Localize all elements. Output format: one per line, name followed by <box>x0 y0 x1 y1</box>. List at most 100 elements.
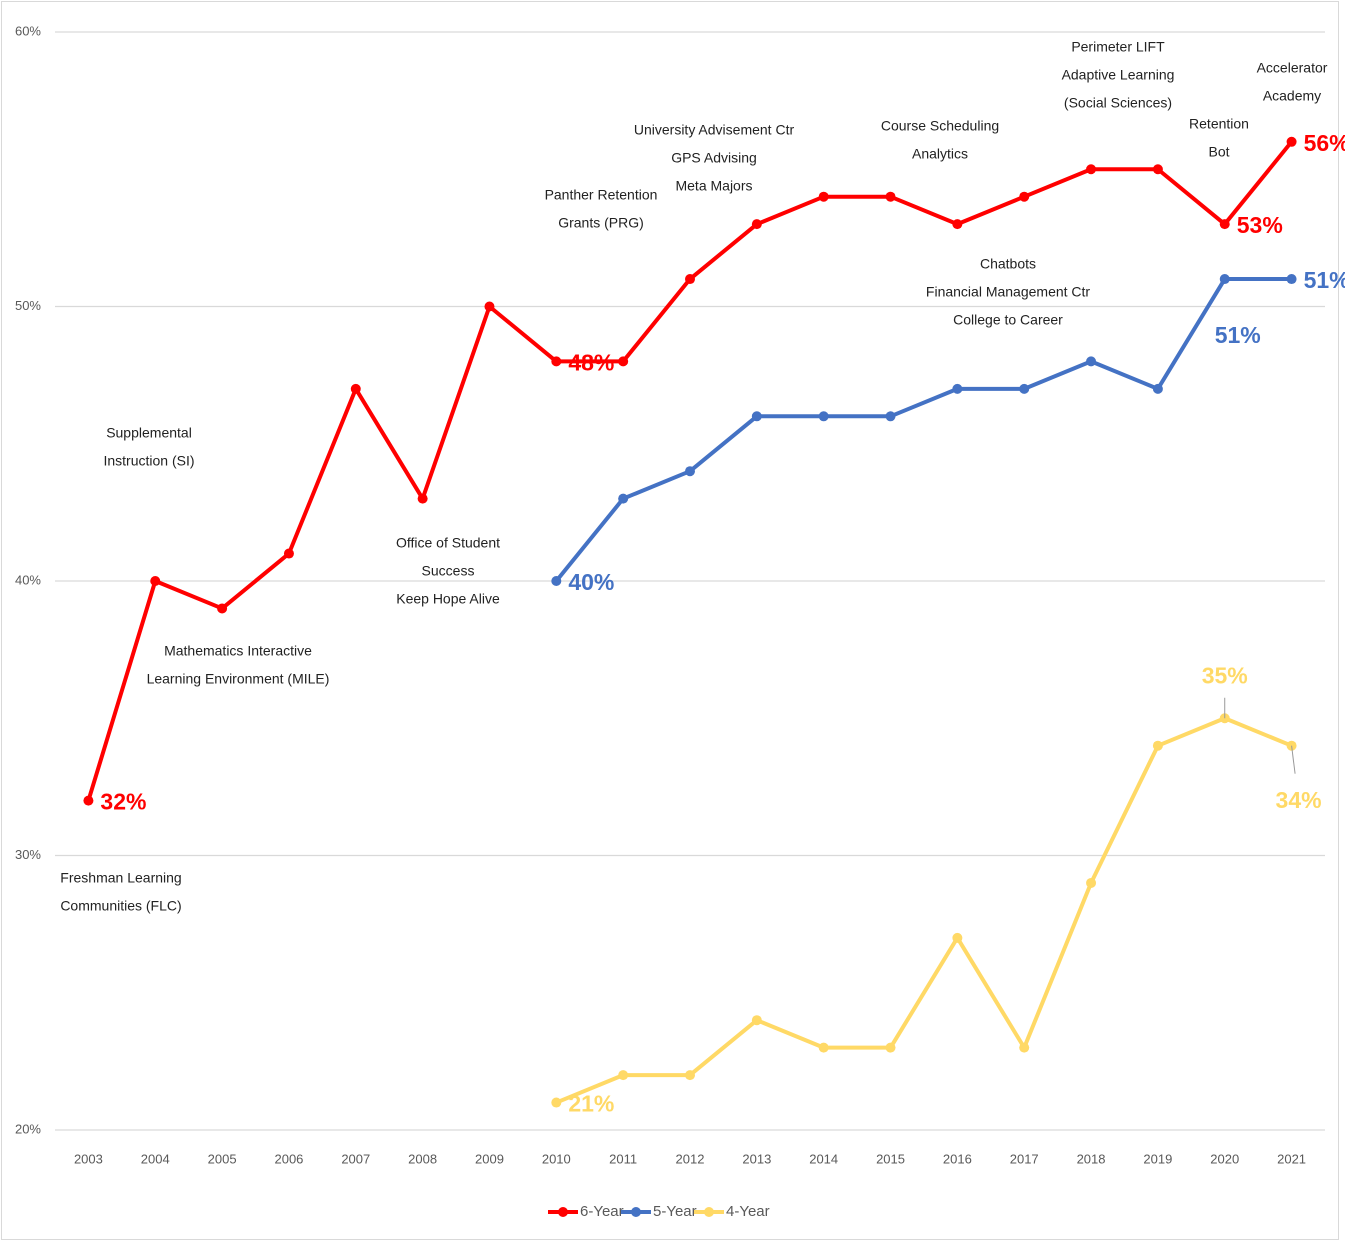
x-tick-label: 2014 <box>809 1151 838 1166</box>
annotation: Retention <box>1189 116 1249 132</box>
data-label: 51% <box>1304 267 1345 293</box>
x-tick-label: 2015 <box>876 1151 905 1166</box>
data-label: 48% <box>568 349 614 375</box>
data-label: 53% <box>1237 212 1283 238</box>
point <box>751 1015 762 1026</box>
point <box>551 356 562 367</box>
annotation: Supplemental <box>106 425 192 441</box>
y-tick-label: 60% <box>15 23 41 38</box>
point <box>83 795 94 806</box>
annotation: Perimeter LIFT <box>1071 39 1165 55</box>
annotation: Analytics <box>912 146 968 162</box>
point <box>885 411 896 422</box>
annotation: Adaptive Learning <box>1062 67 1175 83</box>
annotation: Meta Majors <box>675 178 752 194</box>
x-tick-label: 2007 <box>341 1151 370 1166</box>
leader-line <box>1291 745 1296 774</box>
point <box>1219 274 1230 285</box>
data-label: 51% <box>1215 322 1261 348</box>
legend-marker <box>704 1207 714 1217</box>
annotation: Academy <box>1263 88 1321 104</box>
y-tick-label: 40% <box>15 572 41 587</box>
data-label: 21% <box>568 1091 614 1117</box>
point <box>952 219 963 230</box>
point <box>217 603 228 614</box>
data-label: 32% <box>100 789 146 815</box>
point <box>1086 164 1097 175</box>
annotation: Mathematics Interactive <box>164 643 312 659</box>
data-label: 56% <box>1304 130 1345 156</box>
x-tick-label: 2006 <box>274 1151 303 1166</box>
legend-label: 6-Year <box>580 1203 624 1220</box>
annotation: University Advisement Ctr <box>634 122 795 138</box>
point <box>1086 356 1097 367</box>
x-tick-label: 2011 <box>609 1151 637 1166</box>
point <box>551 576 562 586</box>
point <box>417 493 428 504</box>
point <box>818 1042 829 1053</box>
point <box>1019 191 1030 202</box>
annotation: Success <box>422 563 475 579</box>
point <box>1152 740 1163 751</box>
x-tick-label: 2013 <box>742 1151 771 1166</box>
point <box>1019 1042 1030 1053</box>
x-tick-label: 2008 <box>408 1151 437 1166</box>
point <box>1152 383 1163 394</box>
annotation: GPS Advising <box>671 150 757 166</box>
x-tick-label: 2018 <box>1077 1151 1106 1166</box>
point <box>150 576 161 586</box>
point <box>283 548 294 559</box>
point <box>818 191 829 202</box>
point <box>484 301 495 312</box>
x-tick-label: 2004 <box>141 1151 170 1166</box>
x-tick-label: 2012 <box>676 1151 705 1166</box>
point <box>618 356 629 367</box>
annotation: College to Career <box>953 312 1063 328</box>
point <box>1152 164 1163 175</box>
point <box>350 383 361 394</box>
point <box>685 1070 695 1081</box>
point <box>952 932 963 943</box>
annotation: Learning Environment (MILE) <box>147 671 330 687</box>
annotation: Panther Retention <box>545 187 658 203</box>
annotation: Keep Hope Alive <box>396 591 500 607</box>
point <box>1286 136 1297 147</box>
legend-label: 4-Year <box>726 1203 770 1220</box>
x-tick-label: 2021 <box>1277 1151 1306 1166</box>
data-label: 34% <box>1276 787 1322 813</box>
y-tick-label: 20% <box>15 1121 41 1136</box>
y-tick-label: 50% <box>15 298 41 313</box>
point <box>952 383 963 394</box>
point <box>751 411 762 422</box>
annotation: Bot <box>1208 144 1229 160</box>
x-tick-label: 2010 <box>542 1151 571 1166</box>
data-label: 35% <box>1202 662 1248 688</box>
legend-label: 5-Year <box>653 1203 697 1220</box>
annotation: Freshman Learning <box>60 870 181 886</box>
annotation: Office of Student <box>396 535 500 551</box>
point <box>1086 877 1097 888</box>
annotation: Financial Management Ctr <box>926 284 1091 300</box>
annotation: Instruction (SI) <box>103 453 194 469</box>
point <box>1286 274 1297 285</box>
x-tick-label: 2019 <box>1143 1151 1172 1166</box>
point <box>685 274 695 285</box>
point <box>618 1070 629 1081</box>
legend-marker <box>631 1207 641 1217</box>
y-tick-label: 30% <box>15 847 41 862</box>
x-tick-label: 2009 <box>475 1151 504 1166</box>
annotation: Communities (FLC) <box>60 898 181 914</box>
annotation: (Social Sciences) <box>1064 95 1172 111</box>
x-tick-label: 2016 <box>943 1151 972 1166</box>
point <box>885 1042 896 1053</box>
point <box>751 219 762 230</box>
point <box>818 411 829 422</box>
legend-marker <box>558 1207 568 1217</box>
annotation: Chatbots <box>980 256 1036 272</box>
point <box>885 191 896 202</box>
annotation: Course Scheduling <box>881 118 999 134</box>
x-tick-label: 2005 <box>208 1151 237 1166</box>
point <box>1019 383 1030 394</box>
